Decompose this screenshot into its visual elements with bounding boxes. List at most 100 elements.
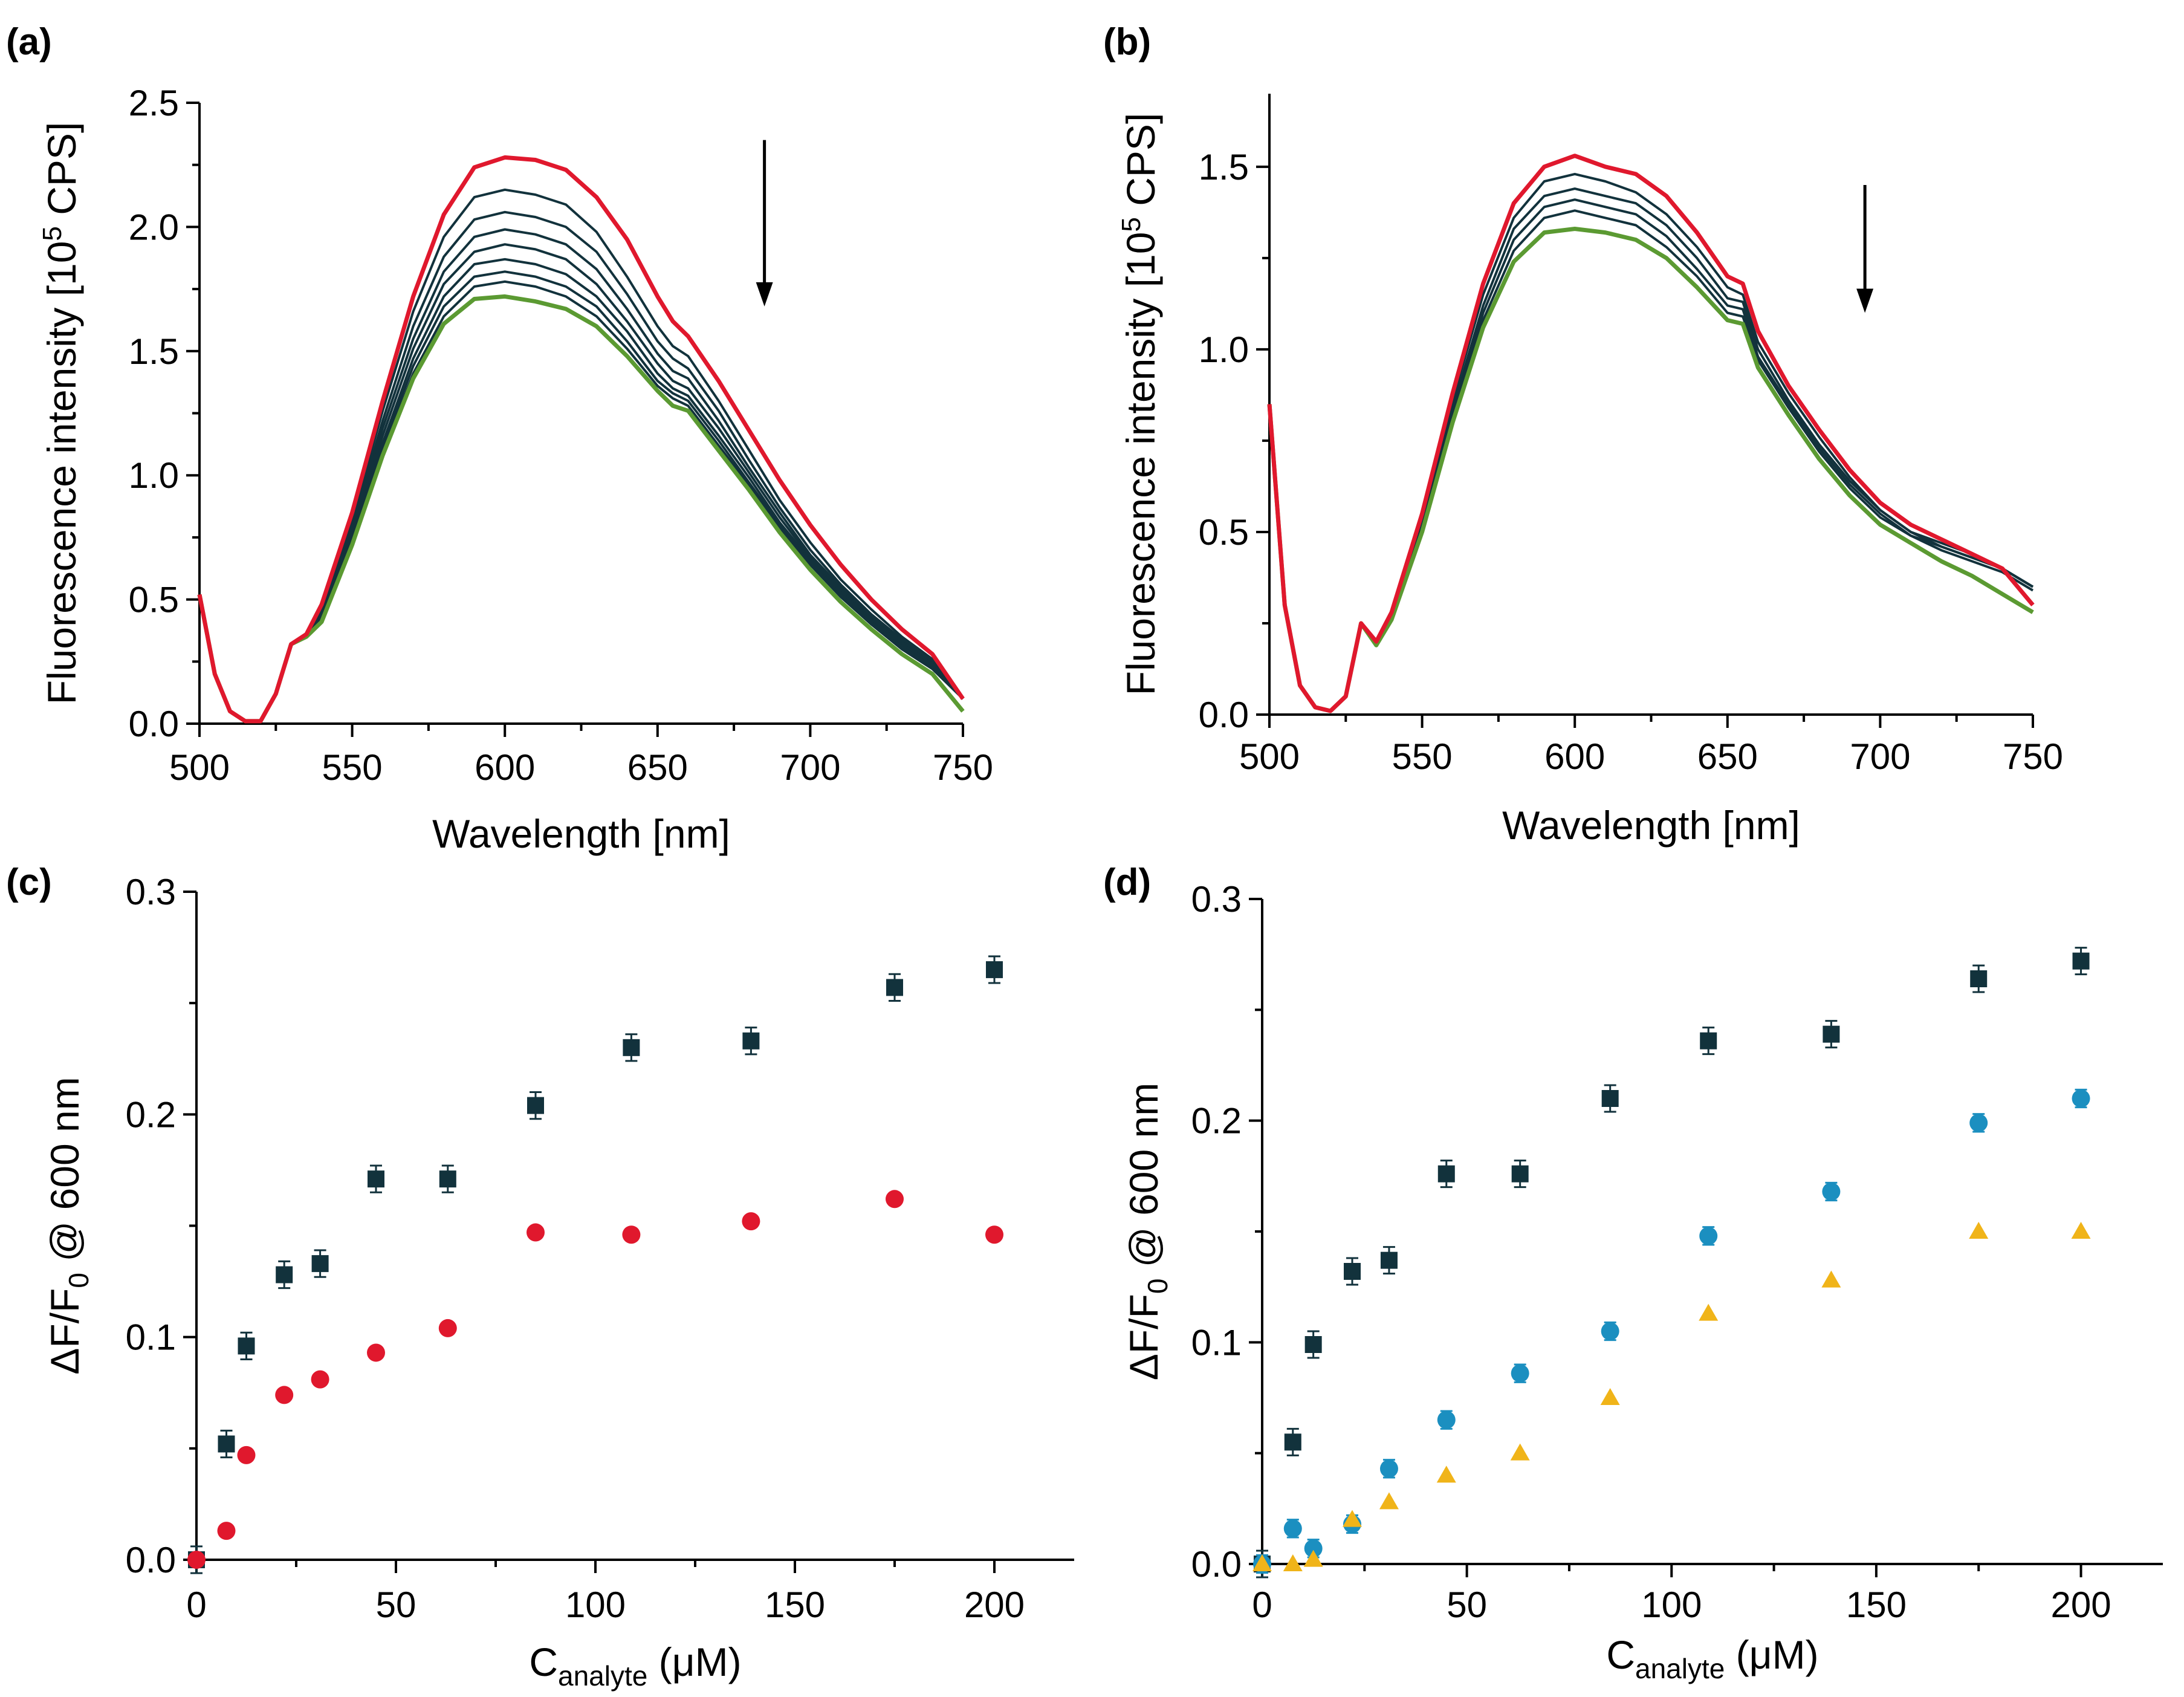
x-tick-label: 750 [933,747,993,788]
x-tick-label: 150 [765,1585,825,1625]
data-point-triangle [1510,1443,1530,1461]
panel-label: (c) [6,861,52,903]
y-tick-label: 0.0 [129,704,179,744]
data-point-square [1344,1263,1361,1280]
chart-panel-0: 500 550 600 650 700 750 0.0 0.5 1.0 1.5 2.0 2.5 (a) W… [6,21,993,856]
data-point-circle [1379,1459,1398,1478]
x-tick-label: 100 [1641,1585,1702,1625]
data-point-circle [1822,1183,1841,1201]
arrow-head [1856,288,1874,313]
panel-label: (d) [1103,861,1151,903]
x-tick-label: 500 [1239,736,1300,777]
data-point-circle [985,1225,1003,1244]
series-line [198,188,964,722]
data-point-triangle [1303,1549,1323,1567]
y-tick-label: 0.5 [129,580,179,620]
data-point-triangle [1379,1492,1399,1510]
data-point-circle [311,1370,329,1389]
data-point-square [1970,970,1988,987]
data-point-circle [367,1343,385,1362]
data-point-triangle [2071,1222,2091,1239]
y-tick-label: 2.0 [129,207,179,247]
data-point-circle [1969,1114,1988,1132]
data-point-circle [1283,1519,1302,1538]
chart-panel-1: 500 550 600 650 700 750 0.0 0.5 1.0 1.5 (b) Wavelen… [1103,21,2063,848]
data-point-circle [1699,1227,1718,1245]
data-point-triangle [1699,1303,1719,1321]
series-line [198,228,964,722]
data-point-square [986,961,1003,978]
x-tick-label: 700 [780,747,840,788]
data-point-square [2072,952,2090,970]
x-tick-label: 600 [1544,736,1605,777]
data-point-square [1380,1251,1398,1269]
data-point-square [1437,1165,1455,1183]
y-tick-label: 0.0 [1191,1544,1242,1585]
data-point-square [276,1266,293,1283]
data-point-square [439,1170,456,1188]
x-tick-label: 500 [169,747,230,788]
data-point-circle [2072,1089,2090,1108]
series-line [198,210,964,722]
x-tick-label: 150 [1846,1585,1907,1625]
data-point-circle [1304,1539,1323,1558]
data-point-square [368,1170,384,1188]
x-tick-label: 650 [627,747,688,788]
panel-label: (b) [1103,21,1151,63]
x-axis-title: Canalyte (μM) [1606,1632,1818,1684]
y-axis-title: ΔF/F0 @ 600 nm [1121,1083,1173,1380]
data-point-square [1700,1032,1717,1050]
data-point-square [1823,1025,1840,1043]
y-tick-label: 0.1 [1191,1322,1242,1363]
y-axis-title: Fluorescence intensity [105 CPS] [1116,113,1163,696]
y-tick-label: 0.2 [126,1094,176,1135]
data-point-square [886,979,903,996]
chart-panel-3: 0 50 100 150 200 0.0 0.1 0.2 0.3 (d) Canalyte (μM)… [1103,861,2163,1684]
data-point-square [238,1337,255,1355]
y-tick-label: 0.1 [126,1317,176,1358]
data-point-circle [886,1190,904,1209]
x-tick-label: 100 [565,1585,626,1625]
data-point-triangle [1283,1554,1303,1571]
chart-panel-2: 0 50 100 150 200 0.0 0.1 0.2 0.3 (c) Canalyte (μM)… [6,861,1074,1692]
y-tick-label: 2.5 [129,83,179,123]
data-point-circle [527,1223,545,1242]
series-line [1267,154,2035,713]
x-axis-title: Wavelength [nm] [1502,803,1800,848]
x-tick-label: 50 [1447,1585,1487,1625]
series-line [197,155,965,724]
data-point-circle [1601,1322,1619,1340]
data-point-circle [275,1386,294,1404]
data-point-circle [217,1522,236,1540]
series-line [198,270,964,722]
x-tick-label: 700 [1850,736,1910,777]
x-tick-label: 550 [322,747,383,788]
data-point-circle [438,1319,457,1337]
data-point-circle [1511,1364,1529,1383]
data-point-circle [237,1446,256,1464]
data-point-circle [1437,1410,1456,1429]
x-tick-label: 600 [475,747,535,788]
x-tick-label: 50 [376,1585,416,1625]
y-tick-label: 1.5 [129,331,179,372]
data-point-triangle [1343,1510,1362,1527]
series-line [198,280,964,722]
y-tick-label: 0.0 [1199,695,1249,735]
y-axis-title: ΔF/F0 @ 600 nm [42,1077,94,1374]
data-point-triangle [1969,1222,1989,1239]
data-point-circle [187,1551,206,1569]
panel-label: (a) [6,21,52,63]
y-tick-label: 0.3 [126,872,176,912]
data-point-square [311,1255,329,1273]
data-point-square [1304,1336,1322,1353]
data-point-triangle [1821,1270,1841,1288]
data-point-square [218,1435,235,1453]
x-tick-label: 650 [1697,736,1758,777]
series-line [1267,227,2034,713]
y-tick-label: 0.0 [126,1540,176,1580]
x-tick-label: 200 [964,1585,1025,1625]
data-point-square [1284,1433,1301,1451]
series-line [197,294,965,724]
x-tick-label: 0 [186,1585,206,1625]
